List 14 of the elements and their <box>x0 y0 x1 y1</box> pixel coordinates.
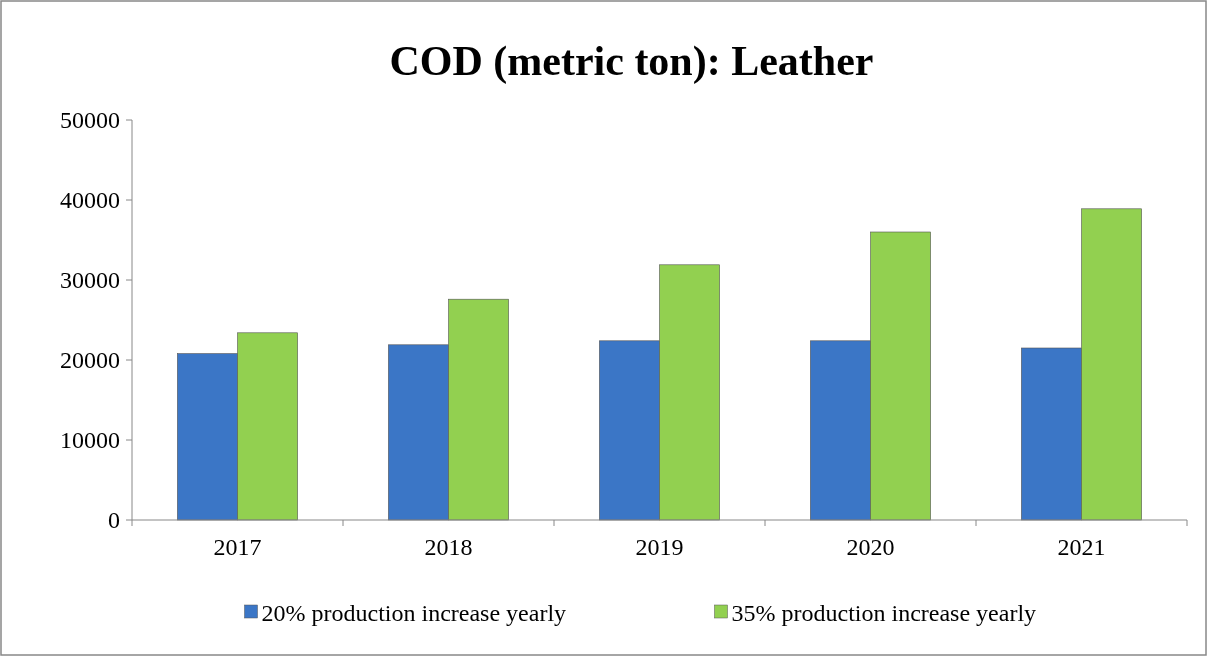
y-tick-label: 10000 <box>60 427 120 454</box>
x-tick-label: 2018 <box>424 534 473 560</box>
x-tick-label: 2020 <box>846 534 895 560</box>
y-tick-label: 30000 <box>60 267 120 294</box>
y-tick-label: 50000 <box>60 107 120 134</box>
legend-label: 35% production increase yearly <box>731 600 1037 626</box>
legend-label: 20% production increase yearly <box>261 600 567 626</box>
x-tick-label: 2021 <box>1057 534 1106 560</box>
y-tick-label: 40000 <box>60 187 120 214</box>
x-tick-label: 2019 <box>635 534 684 560</box>
y-tick-label: 0 <box>108 507 120 534</box>
y-tick-label: 20000 <box>60 347 120 374</box>
chart-title: COD (metric ton): Leather <box>389 38 874 85</box>
x-tick-label: 2017 <box>213 534 262 560</box>
